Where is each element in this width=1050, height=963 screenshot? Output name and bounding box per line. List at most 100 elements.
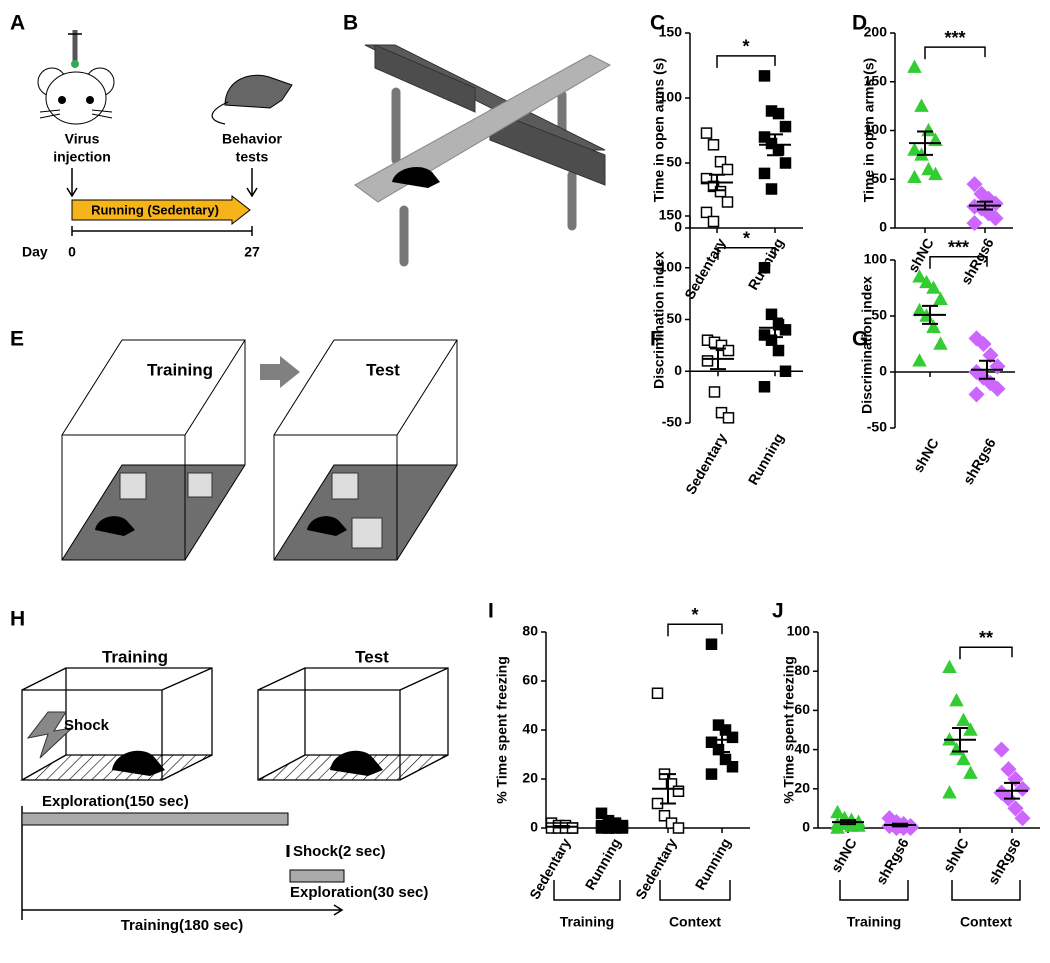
label: Running (Sedentary) bbox=[91, 202, 219, 217]
y-tick-label: 100 bbox=[659, 258, 683, 274]
significance-bracket bbox=[717, 247, 776, 260]
panel-letter: D bbox=[852, 12, 867, 35]
label: Shock(2 sec) bbox=[293, 843, 386, 860]
point bbox=[726, 731, 739, 744]
x-tick-label: Sedentary bbox=[682, 430, 730, 497]
label: Test bbox=[355, 647, 389, 666]
point bbox=[700, 206, 713, 219]
object bbox=[351, 517, 383, 549]
y-tick-label: 50 bbox=[871, 307, 887, 323]
significance-label: *** bbox=[948, 238, 969, 258]
significance-bracket bbox=[929, 256, 988, 269]
chart: I % Time spent freezing 0 20 40 60 80 Sedentary… bbox=[488, 600, 750, 930]
point bbox=[672, 822, 685, 834]
significance-label: ** bbox=[979, 628, 993, 648]
point bbox=[933, 291, 948, 305]
significance-bracket bbox=[959, 646, 1013, 660]
point bbox=[772, 107, 785, 120]
point bbox=[758, 131, 771, 143]
label: 0 bbox=[68, 244, 76, 260]
point bbox=[707, 139, 720, 151]
group-bracket bbox=[951, 880, 1021, 901]
point bbox=[949, 693, 964, 707]
time-arrow bbox=[22, 904, 344, 916]
point bbox=[616, 822, 629, 834]
y-axis-label: Time in open arms (s) bbox=[651, 58, 667, 202]
y-axis-label: Time in open arms (s) bbox=[861, 58, 877, 202]
group-bracket bbox=[553, 880, 621, 901]
label: injection bbox=[53, 149, 111, 165]
rat bbox=[224, 74, 293, 109]
rat bbox=[112, 750, 165, 776]
error-bar bbox=[922, 304, 938, 325]
point bbox=[956, 712, 971, 726]
point bbox=[758, 167, 771, 180]
point bbox=[963, 722, 978, 736]
y-tick-label: 20 bbox=[794, 780, 810, 796]
floor bbox=[62, 465, 245, 560]
error-bar bbox=[767, 133, 783, 157]
error-bar bbox=[604, 822, 620, 828]
error-bar bbox=[1004, 781, 1020, 800]
point bbox=[912, 353, 927, 367]
panel-letter: A bbox=[10, 12, 25, 35]
x-tick-label: Running bbox=[582, 835, 624, 892]
x-tick-label: Sedentary bbox=[632, 835, 680, 902]
object bbox=[119, 472, 147, 500]
panel-letter: H bbox=[10, 608, 25, 631]
rat-tail bbox=[211, 101, 229, 125]
significance-bracket bbox=[716, 55, 776, 68]
box bbox=[257, 667, 449, 781]
point bbox=[765, 183, 778, 195]
point bbox=[830, 804, 845, 819]
point bbox=[907, 169, 922, 184]
point bbox=[700, 172, 713, 185]
diagram-a: A Virus injection Behavior tests Running… bbox=[10, 12, 293, 260]
x-tick-label: shRgs6 bbox=[873, 835, 912, 887]
y-axis-label: Discrimination index bbox=[651, 251, 667, 389]
label: Shock bbox=[64, 717, 110, 734]
object bbox=[331, 472, 359, 500]
y-tick-label: 100 bbox=[864, 251, 888, 267]
point bbox=[966, 215, 983, 232]
point bbox=[707, 215, 720, 228]
panel-letter: C bbox=[650, 12, 665, 35]
x-tick-label: Running bbox=[745, 430, 787, 487]
phase-bar bbox=[289, 869, 345, 883]
drop bbox=[71, 60, 79, 68]
point bbox=[1014, 810, 1031, 827]
box bbox=[21, 667, 213, 781]
point bbox=[928, 166, 943, 181]
x-tick-label: Running bbox=[692, 835, 734, 892]
group-bracket bbox=[839, 880, 909, 901]
significance-label: * bbox=[691, 605, 698, 625]
y-tick-label: 0 bbox=[674, 362, 682, 378]
y-tick-label: 0 bbox=[879, 363, 887, 379]
phase-bar bbox=[21, 812, 289, 826]
group-label: Context bbox=[669, 914, 721, 930]
point bbox=[830, 820, 845, 834]
point bbox=[975, 335, 992, 353]
point bbox=[1014, 780, 1031, 797]
y-axis-label: % Time spent freezing bbox=[781, 656, 797, 804]
group-bracket bbox=[659, 880, 731, 901]
panel-letter: I bbox=[488, 600, 494, 623]
y-tick-label: -50 bbox=[662, 414, 682, 430]
label: Training bbox=[147, 360, 213, 379]
point bbox=[722, 344, 735, 357]
significance-label: * bbox=[742, 37, 749, 57]
error-bar bbox=[767, 317, 783, 339]
significance-label: *** bbox=[944, 28, 965, 48]
y-tick-label: 60 bbox=[794, 701, 810, 717]
y-tick-label: 50 bbox=[666, 310, 682, 326]
y-tick-label: 80 bbox=[522, 623, 538, 639]
point bbox=[708, 386, 721, 398]
y-tick-label: 100 bbox=[659, 89, 683, 105]
x-tick-label: shNC bbox=[910, 435, 942, 475]
point bbox=[919, 274, 934, 289]
y-tick-label: 100 bbox=[864, 121, 888, 137]
y-tick-label: 50 bbox=[871, 170, 887, 186]
y-tick-label: 0 bbox=[530, 819, 538, 835]
diagram-e: E Training Test bbox=[10, 328, 458, 561]
point bbox=[779, 365, 792, 377]
